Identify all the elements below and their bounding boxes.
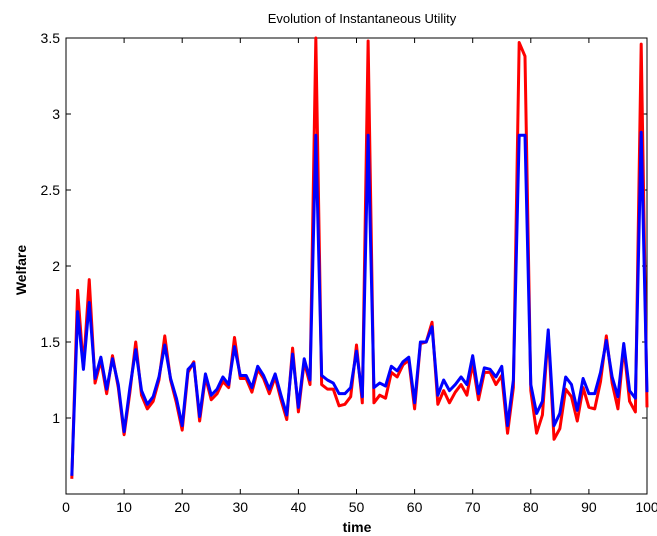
x-tick-label: 10	[116, 499, 132, 515]
x-tick-label: 60	[407, 499, 423, 515]
x-tick-label: 20	[174, 499, 190, 515]
y-tick-label: 2.5	[41, 182, 61, 198]
y-tick-label: 2	[52, 258, 60, 274]
x-tick-label: 80	[523, 499, 539, 515]
x-tick-label: 50	[349, 499, 365, 515]
y-tick-label: 1.5	[41, 334, 61, 350]
x-tick-label: 30	[233, 499, 249, 515]
x-tick-label: 90	[581, 499, 597, 515]
series-line-blue	[70, 130, 649, 476]
x-tick-label: 100	[635, 499, 657, 515]
y-tick-label: 3	[52, 106, 60, 122]
x-tick-label: 70	[465, 499, 481, 515]
x-tick-label: 0	[62, 499, 70, 515]
chart-title: Evolution of Instantaneous Utility	[268, 11, 457, 26]
y-axis-label: Welfare	[13, 245, 29, 296]
y-tick-label: 1	[52, 410, 60, 426]
series-layer	[70, 36, 649, 479]
x-axis-label: time	[343, 519, 372, 535]
x-tick-label: 40	[291, 499, 307, 515]
y-tick-label: 3.5	[41, 30, 61, 46]
axis-ticks: 0 10 20 30 40 50 60 70 80 90 100 1 1.5 2 2.5 3 3.5	[41, 30, 657, 515]
